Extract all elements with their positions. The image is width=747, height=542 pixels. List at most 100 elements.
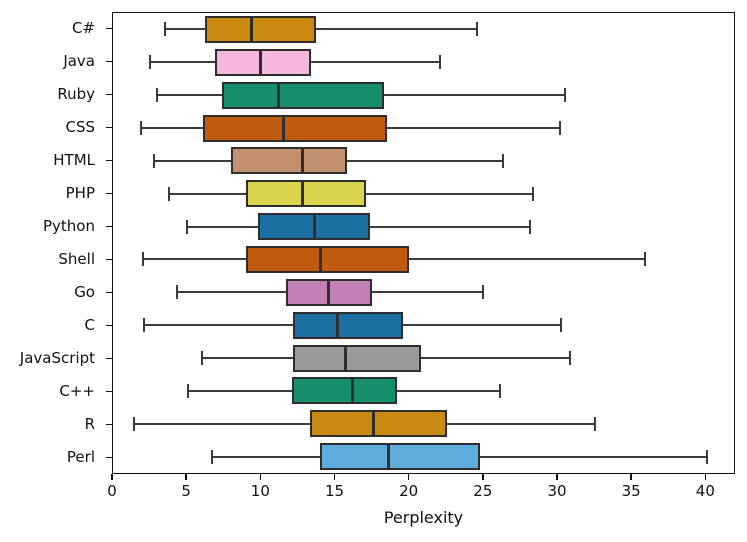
median-line (318, 245, 322, 273)
whisker-cap-high (438, 55, 441, 70)
y-tick-label: HTML (53, 151, 95, 169)
whisker-cap-low (163, 22, 166, 37)
x-tick-label: 10 (250, 482, 270, 500)
y-tick-label: Java (63, 52, 95, 70)
y-tick-label: CSS (65, 118, 95, 136)
median-line (300, 180, 304, 208)
whisker-cap-high (481, 285, 484, 300)
median-line (327, 278, 331, 306)
whisker-cap-low (211, 449, 214, 464)
x-tick-mark (556, 474, 558, 480)
median-line (371, 410, 375, 438)
median-line (351, 377, 355, 405)
median-line (386, 443, 390, 471)
x-tick-mark (259, 474, 262, 480)
y-tick-mark (106, 225, 112, 228)
y-tick-mark (106, 357, 112, 360)
box-row (113, 112, 734, 145)
whisker-cap-low (141, 252, 144, 267)
median-line (336, 311, 340, 339)
whisker-cap-low (140, 121, 143, 135)
whisker-cap-high (568, 351, 571, 366)
whisker-cap-high (502, 153, 505, 168)
whisker-line (164, 28, 477, 31)
y-tick-mark (106, 456, 112, 459)
x-axis-title: Perplexity (383, 508, 464, 527)
y-tick-label: Perl (66, 448, 95, 466)
y-tick-label: Go (74, 283, 95, 301)
whisker-cap-high (706, 449, 709, 464)
y-tick-label: C# (71, 19, 95, 37)
y-tick-mark (106, 27, 112, 30)
iqr-box (309, 410, 448, 438)
iqr-box (246, 245, 409, 273)
x-tick-mark (482, 474, 484, 480)
whisker-cap-low (200, 351, 203, 366)
whisker-cap-low (175, 285, 178, 300)
iqr-box (215, 48, 312, 76)
plot-area (112, 12, 735, 474)
x-tick-mark (630, 474, 632, 480)
box-row (113, 144, 734, 177)
box-row (113, 374, 734, 407)
box-row (113, 79, 734, 112)
box-row (113, 276, 734, 309)
y-tick-label: JavaScript (19, 349, 95, 367)
box-row (113, 13, 734, 46)
y-tick-mark (106, 93, 112, 96)
whisker-cap-high (558, 121, 561, 135)
iqr-box (320, 443, 480, 471)
box-rows (113, 13, 734, 473)
box-row (113, 46, 734, 79)
whisker-cap-high (528, 219, 531, 234)
iqr-box (291, 377, 397, 405)
median-line (259, 48, 263, 76)
y-tick-label: PHP (65, 184, 95, 202)
x-tick-mark (704, 474, 707, 480)
iqr-box (246, 180, 366, 208)
x-tick-mark (407, 474, 410, 480)
iqr-box (293, 344, 421, 372)
box-row (113, 342, 734, 375)
x-tick-label: 20 (399, 482, 419, 500)
median-line (281, 114, 285, 142)
whisker-cap-low (185, 219, 188, 234)
y-tick-mark (106, 258, 112, 261)
iqr-box (293, 311, 403, 339)
median-line (277, 81, 281, 109)
y-tick-mark (106, 126, 112, 129)
x-tick-label: 25 (473, 482, 493, 500)
median-line (250, 15, 254, 43)
median-line (343, 344, 347, 372)
whisker-cap-high (564, 88, 567, 103)
whisker-cap-high (531, 186, 534, 201)
whisker-cap-low (153, 153, 156, 168)
median-line (312, 213, 316, 241)
y-tick-label: Python (43, 217, 95, 235)
x-tick-mark (333, 474, 336, 480)
x-tick-mark (185, 474, 187, 480)
x-tick-label: 30 (547, 482, 567, 500)
y-tick-mark (106, 60, 112, 63)
box-row (113, 243, 734, 276)
x-tick-label: 5 (181, 482, 191, 500)
x-tick-label: 35 (621, 482, 641, 500)
whisker-cap-low (132, 416, 135, 431)
box-row (113, 440, 734, 473)
whisker-cap-high (644, 252, 647, 267)
whisker-cap-high (499, 383, 502, 398)
x-tick-label: 0 (107, 482, 117, 500)
whisker-cap-high (475, 22, 478, 37)
y-tick-mark (106, 390, 112, 393)
y-tick-label: C++ (59, 382, 95, 400)
median-line (300, 147, 304, 175)
x-tick-label: 15 (324, 482, 345, 500)
iqr-box (222, 81, 384, 109)
iqr-box (203, 114, 387, 142)
whisker-cap-low (187, 383, 190, 398)
whisker-cap-high (560, 318, 562, 333)
y-tick-mark (106, 324, 112, 327)
y-tick-mark (106, 291, 112, 294)
y-tick-mark (106, 423, 112, 426)
